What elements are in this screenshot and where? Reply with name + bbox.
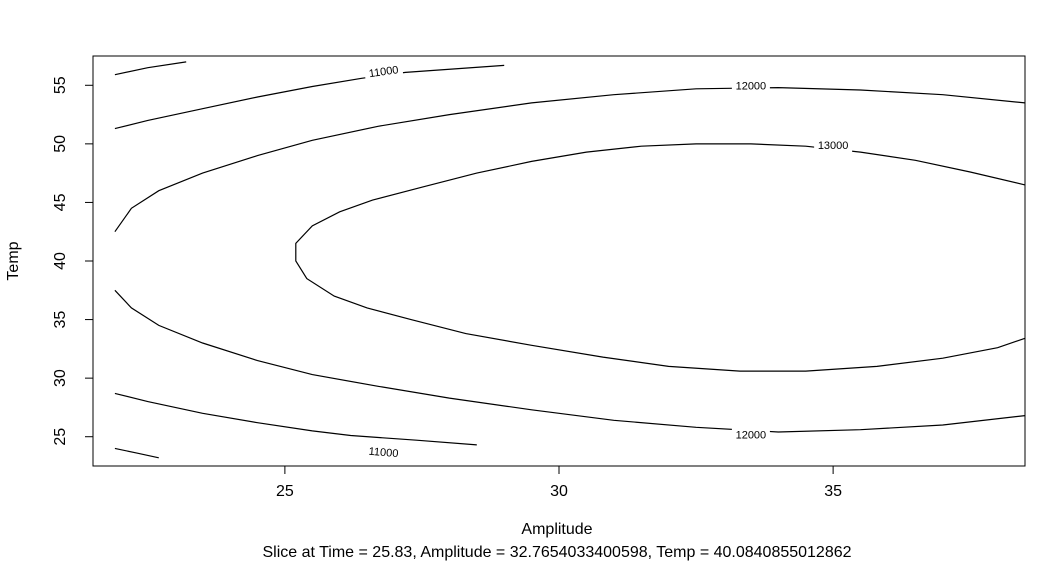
x-axis-title: Amplitude — [521, 521, 592, 538]
contour-label-bg — [731, 427, 770, 442]
chart-subtitle: Slice at Time = 25.83, Amplitude = 32.76… — [262, 544, 851, 561]
contour-line-11000 — [114, 392, 477, 446]
contour-label: 12000 — [736, 429, 767, 441]
contour-line-11000 — [114, 61, 187, 76]
contour-label: 11000 — [368, 64, 399, 80]
contour-label: 11000 — [368, 446, 399, 461]
contour-label-bg — [731, 78, 770, 93]
y-tick-label: 40 — [52, 252, 69, 270]
x-axis: 25 30 35 — [276, 466, 842, 500]
contour-line-11000 — [114, 64, 505, 130]
contour-line-13000 — [295, 143, 1026, 372]
contour-label-bg — [364, 443, 404, 461]
y-axis-title: Temp — [5, 241, 22, 280]
plot-frame — [92, 55, 1026, 467]
contour-line-11000 — [114, 447, 159, 459]
contour-label-bg — [363, 61, 404, 81]
y-tick-label: 35 — [52, 311, 69, 329]
x-tick-label: 30 — [550, 483, 568, 500]
x-tick-label: 25 — [276, 483, 294, 500]
y-tick-label: 25 — [52, 428, 69, 446]
contour-line-12000 — [114, 289, 1026, 433]
contour-label: 13000 — [818, 140, 849, 152]
x-tick-label: 35 — [824, 483, 842, 500]
contour-line-12000 — [114, 86, 1026, 233]
y-tick-label: 50 — [52, 135, 69, 153]
contour-label: 12000 — [736, 80, 767, 92]
y-tick-label: 45 — [52, 193, 69, 211]
y-tick-label: 30 — [52, 369, 69, 387]
contour-lines — [114, 61, 1026, 459]
y-axis: 25 30 35 40 45 50 55 — [52, 76, 93, 446]
y-tick-label: 55 — [52, 76, 69, 94]
contour-label-bg — [814, 138, 853, 153]
contour-labels: 11000 11000 12000 12000 13000 — [363, 61, 853, 461]
